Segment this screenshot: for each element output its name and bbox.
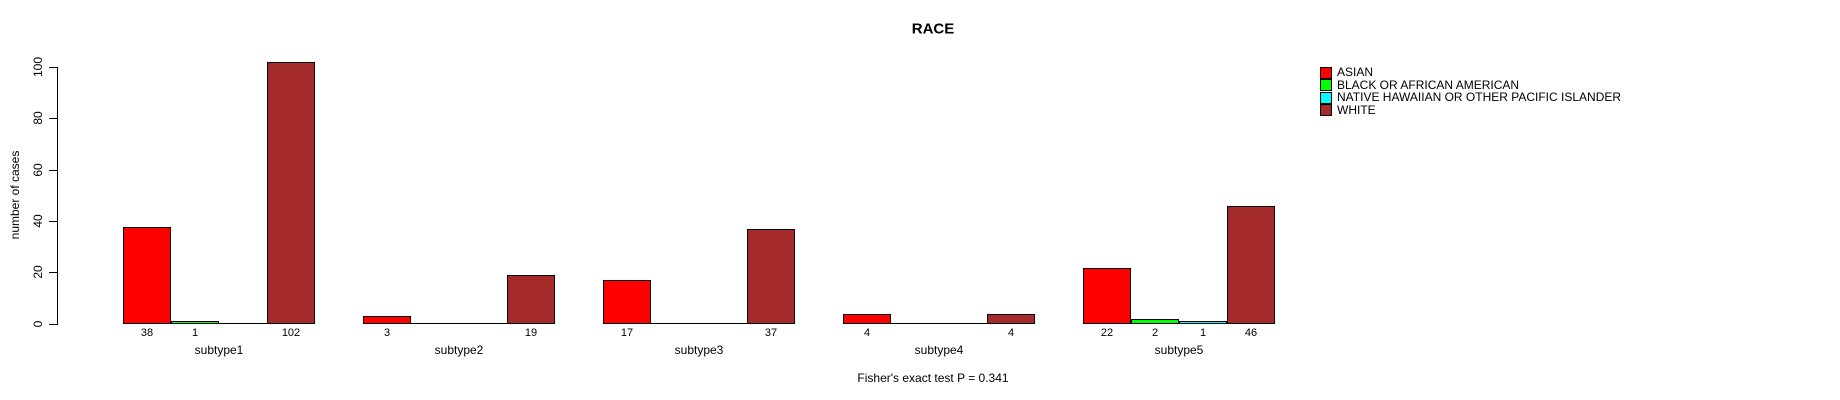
- bar-value-label: 4: [1007, 327, 1015, 339]
- y-tick-label: 20: [31, 265, 45, 279]
- bar-value-label: 3: [383, 327, 391, 339]
- bar: [507, 275, 555, 324]
- x-category-label: subtype1: [194, 343, 244, 357]
- bar-value-label: 4: [863, 327, 871, 339]
- chart-title: RACE: [911, 20, 955, 38]
- bar: [747, 229, 795, 324]
- y-tick-label: 0: [31, 320, 45, 327]
- statistical-test-annotation: Fisher's exact test P = 0.341: [857, 371, 1009, 385]
- bar-value-label: 102: [281, 327, 301, 339]
- bar: [171, 321, 219, 324]
- legend-swatch: [1320, 66, 1332, 79]
- legend-swatch: [1320, 79, 1332, 91]
- y-tick-mark: [49, 118, 58, 120]
- bar: [603, 280, 651, 324]
- y-tick-mark: [49, 220, 58, 222]
- zero-bar: [699, 323, 747, 324]
- bar: [363, 316, 411, 324]
- y-tick-label: 80: [31, 111, 45, 125]
- x-category-label: subtype3: [674, 343, 724, 357]
- y-axis-title: number of cases: [8, 150, 22, 240]
- bar: [987, 314, 1035, 324]
- bar: [1083, 268, 1131, 324]
- y-tick-mark: [49, 272, 58, 274]
- legend-swatch: [1320, 91, 1332, 104]
- y-tick-label: 100: [31, 56, 45, 78]
- bar: [123, 227, 171, 324]
- bar-value-label: 38: [140, 327, 154, 339]
- bar: [1131, 319, 1179, 324]
- bar-value-label: 19: [524, 327, 538, 339]
- zero-bar: [411, 323, 459, 324]
- zero-bar: [219, 323, 267, 324]
- zero-bar: [459, 323, 507, 324]
- bar-value-label: 22: [1100, 327, 1114, 339]
- legend-item: NATIVE HAWAIIAN OR OTHER PACIFIC ISLANDE…: [1320, 90, 1622, 104]
- legend-item: ASIAN: [1320, 65, 1621, 79]
- bar-value-label: 2: [1151, 327, 1159, 339]
- legend-label: BLACK OR AFRICAN AMERICAN: [1337, 77, 1520, 92]
- legend-swatch: [1320, 104, 1332, 116]
- bar: [1179, 321, 1227, 324]
- y-tick-label: 60: [31, 162, 45, 177]
- x-category-label: subtype4: [914, 343, 964, 357]
- legend: ASIAN BLACK OR AFRICAN AMERICAN NATIVE HAW…: [1320, 65, 1622, 117]
- zero-bar: [891, 323, 939, 324]
- bar: [267, 62, 315, 324]
- bar-value-label: 17: [620, 327, 634, 339]
- legend-item: BLACK OR AFRICAN AMERICAN: [1320, 77, 1621, 92]
- y-tick-mark: [49, 67, 58, 68]
- y-tick-mark: [49, 169, 58, 171]
- bar-value-label: 1: [1199, 327, 1207, 339]
- zero-bar: [651, 323, 699, 324]
- y-axis-line: [57, 67, 58, 324]
- bar-value-label: 1: [191, 327, 199, 339]
- bar-value-label: 37: [764, 327, 778, 339]
- legend-item: WHITE: [1320, 102, 1621, 117]
- bar-value-label: 46: [1244, 327, 1258, 339]
- legend-label: ASIAN: [1337, 65, 1374, 79]
- bar: [1227, 206, 1275, 324]
- x-category-label: subtype5: [1154, 343, 1204, 357]
- bar: [843, 314, 891, 324]
- y-tick-label: 40: [31, 214, 45, 228]
- legend-label: WHITE: [1337, 102, 1376, 117]
- y-tick-mark: [49, 323, 58, 325]
- x-category-label: subtype2: [434, 343, 484, 357]
- zero-bar: [939, 323, 987, 324]
- legend-label: NATIVE HAWAIIAN OR OTHER PACIFIC ISLANDE…: [1337, 90, 1622, 104]
